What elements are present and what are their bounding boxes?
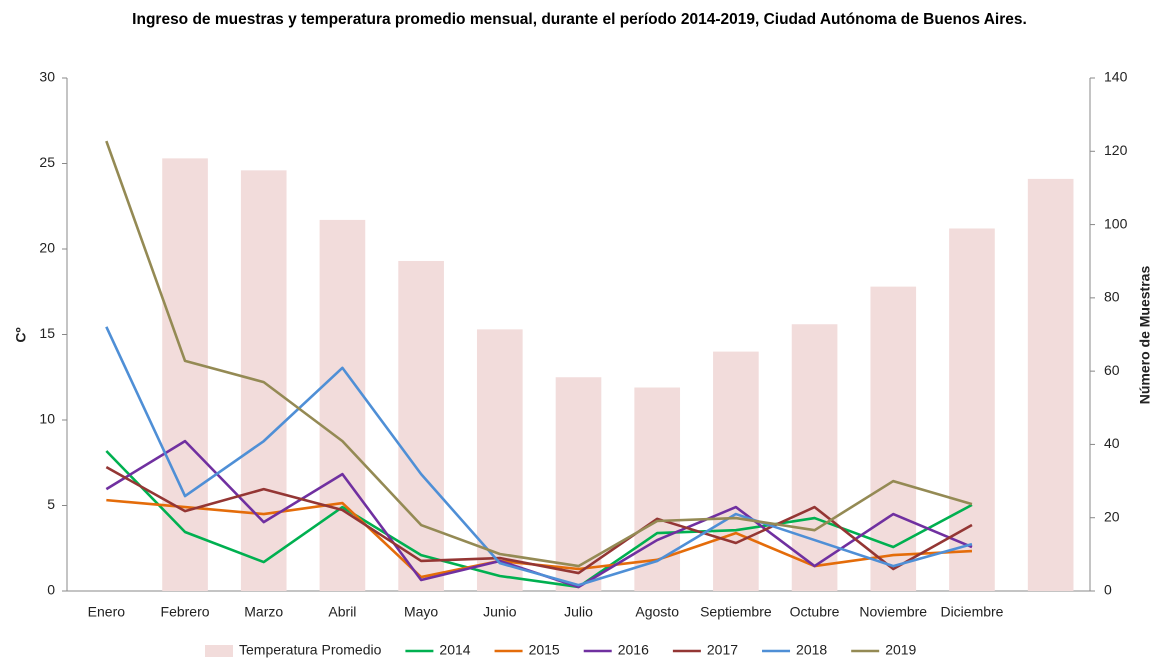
legend-swatch [205, 645, 233, 657]
bar [713, 351, 759, 591]
y2-tick-label: 100 [1104, 215, 1128, 231]
y-axis-label: Cº [13, 327, 29, 342]
bar [634, 387, 681, 591]
bar [555, 377, 602, 591]
y-tick-label: 0 [47, 582, 55, 598]
bar [791, 324, 838, 591]
y-tick-label: 10 [39, 411, 55, 427]
bar [949, 228, 995, 592]
x-tick-label: Junio [483, 604, 517, 620]
x-tick-label: Abril [328, 604, 356, 620]
bar [398, 260, 444, 591]
y-tick-label: 30 [39, 69, 55, 85]
y2-tick-label: 20 [1104, 508, 1120, 524]
x-tick-label: Noviembre [859, 604, 927, 620]
x-tick-label: Septiembre [700, 604, 772, 620]
y2-tick-label: 140 [1104, 69, 1128, 85]
x-tick-label: Julio [564, 604, 593, 620]
legend-label: 2016 [618, 642, 649, 658]
bar [1027, 178, 1074, 591]
x-tick-label: Marzo [244, 604, 283, 620]
y2-tick-label: 40 [1104, 435, 1120, 451]
x-tick-label: Mayo [404, 604, 438, 620]
bar [319, 219, 366, 591]
y2-tick-label: 120 [1104, 142, 1128, 158]
legend-label: 2014 [439, 642, 470, 658]
y-tick-label: 25 [39, 154, 55, 170]
line-series [105, 466, 973, 575]
x-tick-label: Diciembre [940, 604, 1003, 620]
line-series [105, 140, 973, 568]
x-tick-label: Octubre [790, 604, 840, 620]
line-series [105, 326, 973, 587]
legend-label: 2015 [529, 642, 560, 658]
x-tick-label: Agosto [635, 604, 679, 620]
legend-label: 2017 [707, 642, 738, 658]
chart-title: Ingreso de muestras y temperatura promed… [132, 11, 1027, 28]
y2-tick-label: 0 [1104, 582, 1112, 598]
x-tick-label: Febrero [161, 604, 210, 620]
bar [870, 286, 917, 591]
bar [162, 158, 208, 591]
y-tick-label: 5 [47, 496, 55, 512]
y2-axis-label: Número de Muestras [1137, 266, 1153, 405]
y-tick-label: 20 [39, 240, 55, 256]
bar [476, 329, 523, 591]
legend-label: Temperatura Promedio [239, 642, 382, 658]
legend-label: 2018 [796, 642, 827, 658]
y2-tick-label: 60 [1104, 362, 1120, 378]
legend-label: 2019 [885, 642, 916, 658]
y2-tick-label: 80 [1104, 289, 1120, 305]
x-tick-label: Enero [88, 604, 126, 620]
y-tick-label: 15 [39, 325, 55, 341]
bar [240, 170, 287, 591]
